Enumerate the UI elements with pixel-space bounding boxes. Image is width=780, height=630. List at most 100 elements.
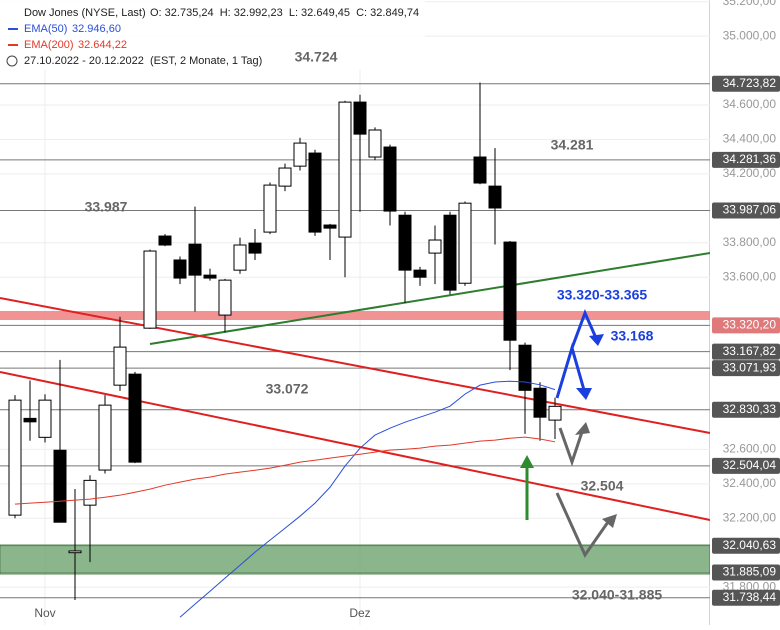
y-tick-label: 34.200,00 bbox=[723, 166, 777, 180]
y-tick-label: 34.600,00 bbox=[723, 97, 777, 111]
candle-body bbox=[278, 167, 292, 187]
candle-body bbox=[353, 101, 367, 135]
price-label: 33.987,06 bbox=[723, 203, 777, 217]
annotation: 33.168 bbox=[611, 328, 654, 344]
annotation: 34.724 bbox=[295, 49, 338, 65]
ema-line bbox=[14, 436, 556, 505]
candle-body bbox=[503, 241, 517, 341]
candle-body bbox=[38, 399, 52, 438]
arrows bbox=[520, 309, 617, 559]
resistance-zone bbox=[0, 311, 710, 320]
arrowhead bbox=[576, 388, 592, 400]
annotation: 34.281 bbox=[551, 137, 594, 153]
annotation: 33.320-33.365 bbox=[557, 287, 648, 303]
clock-icon bbox=[6, 55, 18, 67]
price-label-bg bbox=[712, 401, 780, 418]
candle-body bbox=[443, 214, 457, 291]
plot bbox=[8, 82, 562, 618]
candle-body bbox=[203, 274, 217, 279]
legend-entry: EMA(50) bbox=[24, 23, 67, 35]
candle-body bbox=[308, 152, 322, 233]
candle-body bbox=[143, 250, 157, 329]
candle-body bbox=[383, 146, 397, 212]
arrow bbox=[570, 309, 598, 349]
price-label-bg bbox=[712, 360, 780, 377]
y-tick-label: 32.400,00 bbox=[723, 476, 777, 490]
candle-body bbox=[218, 279, 232, 316]
arrowhead bbox=[589, 334, 604, 346]
candle-body bbox=[8, 399, 22, 516]
x-tick-label: Dez bbox=[349, 606, 370, 620]
price-label: 31.738,44 bbox=[723, 590, 777, 604]
price-label-bg bbox=[712, 457, 780, 474]
ema-line bbox=[179, 380, 556, 618]
candle-body bbox=[368, 129, 382, 158]
annotation: 33.072 bbox=[266, 381, 309, 397]
candle-body bbox=[458, 202, 472, 284]
candle-body bbox=[173, 259, 187, 279]
price-label-bg bbox=[712, 151, 780, 168]
y-tick-label: 35.000,00 bbox=[723, 28, 777, 42]
legend-value: 32.946,60 bbox=[72, 23, 121, 35]
arrowhead bbox=[520, 455, 534, 468]
arrow bbox=[555, 492, 610, 559]
candle-body bbox=[188, 243, 202, 276]
candle-body bbox=[548, 405, 562, 421]
candle-body bbox=[113, 346, 127, 386]
legend-bg bbox=[0, 0, 425, 70]
legend-title: Dow Jones (NYSE, Last) bbox=[24, 7, 146, 19]
price-axis: 35.200,00 35.000,00 34.600,00 34.400,00 34.2… bbox=[34, 0, 780, 625]
y-tick-label: 34.400,00 bbox=[723, 132, 777, 146]
candle-body bbox=[23, 417, 37, 423]
candle-body bbox=[338, 101, 352, 238]
candle-body bbox=[53, 449, 67, 523]
candle-body bbox=[323, 224, 337, 229]
axis-bg bbox=[710, 0, 780, 625]
annotation: 33.987 bbox=[85, 199, 128, 215]
price-label: 32.830,33 bbox=[723, 402, 777, 416]
arrowhead bbox=[575, 422, 590, 435]
price-label-bg bbox=[712, 589, 780, 606]
candle-body bbox=[518, 344, 532, 391]
price-label: 32.504,04 bbox=[723, 458, 777, 472]
trend-line bbox=[0, 371, 711, 521]
candle-body bbox=[398, 214, 412, 271]
candle-body bbox=[83, 479, 97, 506]
legend-range-note: (EST, 2 Monate, 1 Tag) bbox=[150, 55, 262, 67]
trend-line bbox=[149, 252, 711, 345]
price-label: 34.281,36 bbox=[723, 152, 777, 166]
price-label-bg bbox=[712, 343, 780, 360]
x-tick-label: Nov bbox=[34, 606, 55, 620]
candle-body bbox=[428, 239, 442, 254]
candle-body bbox=[473, 156, 487, 184]
price-label: 33.167,82 bbox=[723, 344, 777, 358]
arrowhead bbox=[602, 514, 617, 528]
candle-body bbox=[158, 235, 172, 246]
candle-body bbox=[293, 142, 307, 167]
legend-ohlc: O: 32.735,24 H: 32.992,23 L: 32.649,45 C… bbox=[150, 7, 419, 19]
legend-value: 32.644,22 bbox=[78, 39, 127, 51]
candle-body bbox=[533, 387, 547, 418]
price-label-bg bbox=[712, 317, 780, 334]
candle-body bbox=[263, 184, 277, 233]
support-zone bbox=[0, 544, 711, 575]
candle-body bbox=[488, 185, 502, 209]
price-label-bg bbox=[712, 564, 780, 581]
y-tick-label: 35.200,00 bbox=[723, 0, 777, 8]
candle-body bbox=[68, 550, 82, 554]
annotation: 32.040-31.885 bbox=[572, 587, 663, 603]
candle-body bbox=[128, 373, 142, 463]
candle-body bbox=[413, 269, 427, 278]
y-tick-label: 32.200,00 bbox=[723, 510, 777, 524]
price-label: 33.071,93 bbox=[723, 360, 777, 374]
price-label-bg bbox=[712, 75, 780, 92]
legend: Dow Jones (NYSE, Last) O: 32.735,24 H: 3… bbox=[0, 0, 425, 70]
price-label-bg bbox=[712, 537, 780, 554]
legend-range: 27.10.2022 - 20.12.2022 bbox=[24, 55, 144, 67]
annotation: 32.504 bbox=[581, 478, 624, 494]
price-label: 33.320,20 bbox=[723, 318, 777, 332]
y-tick-label: 32.600,00 bbox=[723, 442, 777, 456]
arrow bbox=[558, 427, 584, 467]
candle-body bbox=[233, 244, 247, 271]
